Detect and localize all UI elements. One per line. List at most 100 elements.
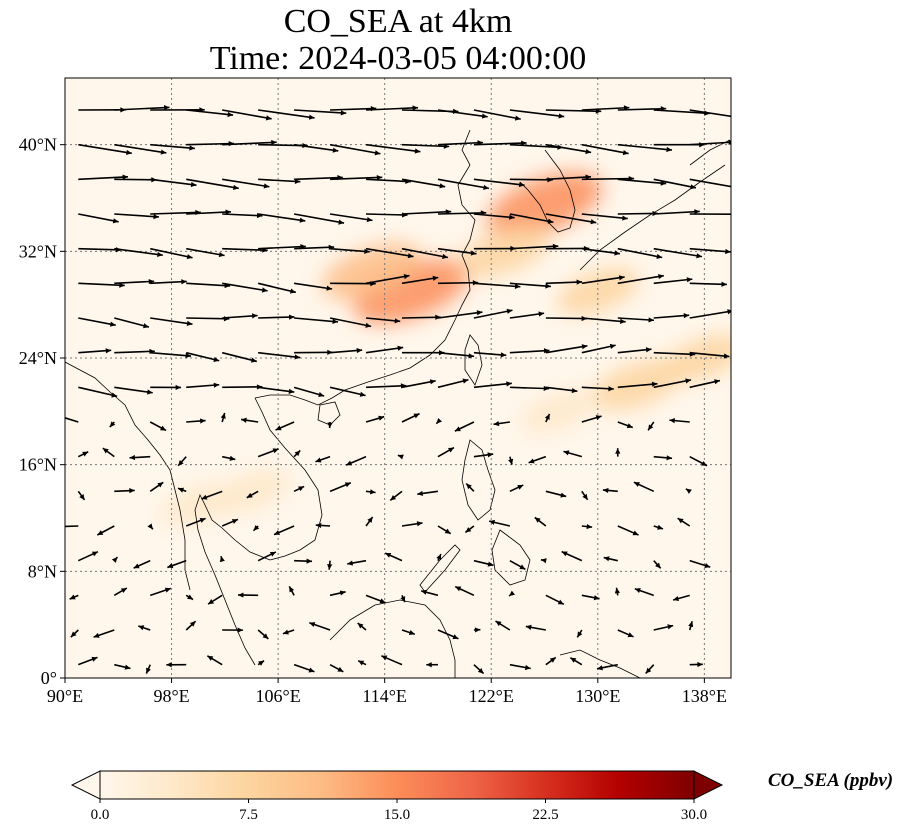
wind-vector-shaft bbox=[114, 213, 159, 218]
wind-vector-shaft bbox=[617, 212, 658, 215]
wind-vector-shaft bbox=[437, 178, 490, 190]
wind-vector-shaft bbox=[65, 525, 79, 528]
wind-vector bbox=[581, 275, 625, 285]
wind-vector bbox=[672, 594, 690, 602]
wind-vector bbox=[581, 317, 626, 324]
wind-vector-head bbox=[326, 285, 333, 291]
wind-vector-shaft bbox=[78, 143, 132, 155]
wind-vector bbox=[309, 621, 331, 631]
wind-vector bbox=[246, 490, 259, 499]
wind-vector bbox=[509, 663, 531, 671]
co-plume-0 bbox=[486, 172, 603, 238]
wind-vector bbox=[329, 386, 366, 397]
wind-vector-head bbox=[514, 283, 521, 289]
wind-vector-head bbox=[70, 631, 77, 638]
wind-vector-head bbox=[622, 150, 629, 156]
wind-vector-head bbox=[465, 527, 472, 533]
wind-vector-head bbox=[358, 660, 365, 666]
wind-vector-shaft bbox=[653, 178, 697, 189]
wind-vector-shaft bbox=[186, 178, 239, 190]
wind-vector bbox=[653, 313, 690, 319]
wind-vector-head bbox=[175, 384, 182, 391]
wind-vector bbox=[509, 109, 565, 119]
wind-vector bbox=[149, 587, 172, 597]
wind-vector bbox=[436, 553, 442, 561]
wind-vector bbox=[401, 178, 446, 189]
wind-vector-head bbox=[381, 655, 388, 661]
wind-vector-head bbox=[251, 313, 258, 319]
wind-vector-head bbox=[632, 530, 639, 536]
wind-vector-head bbox=[561, 551, 568, 557]
co-plumes bbox=[161, 172, 731, 526]
wind-vector bbox=[258, 178, 301, 185]
wind-vector bbox=[186, 351, 220, 362]
wind-vector-head bbox=[294, 450, 301, 457]
wind-vector-head bbox=[232, 184, 239, 191]
wind-vector-head bbox=[288, 314, 295, 320]
wind-vector-head bbox=[160, 425, 167, 431]
wind-vector bbox=[69, 594, 79, 600]
wind-vector-head bbox=[306, 558, 313, 564]
wind-vector bbox=[545, 490, 567, 498]
wind-vector-shaft bbox=[329, 143, 381, 155]
wind-vector-shaft bbox=[509, 349, 550, 354]
wind-vector bbox=[220, 412, 226, 423]
wind-vector bbox=[688, 621, 694, 631]
wind-vector-head bbox=[126, 149, 132, 156]
wind-vector-shaft bbox=[617, 382, 658, 389]
wind-vector bbox=[420, 589, 439, 597]
wind-vector-head bbox=[436, 417, 442, 424]
gridlines bbox=[65, 78, 731, 678]
wind-vector-head bbox=[474, 627, 481, 633]
wind-vector bbox=[138, 625, 151, 631]
wind-vector-shaft bbox=[114, 280, 155, 285]
wind-vector bbox=[473, 308, 513, 319]
wind-vector bbox=[186, 247, 225, 258]
wind-vector bbox=[669, 418, 690, 424]
wind-vector-shaft bbox=[150, 317, 193, 325]
wind-vector-head bbox=[250, 357, 257, 363]
wind-vector-head bbox=[590, 219, 597, 225]
wind-vector-head bbox=[697, 661, 703, 668]
wind-vector-head bbox=[109, 321, 116, 327]
colorbar-tick-label: 7.5 bbox=[239, 807, 258, 823]
wind-vector bbox=[293, 663, 315, 673]
wind-vector-head bbox=[213, 382, 220, 388]
wind-vector-head bbox=[489, 519, 495, 525]
wind-vector bbox=[473, 213, 515, 220]
wind-vector-head bbox=[500, 352, 507, 358]
wind-vector bbox=[508, 456, 514, 465]
wind-vector bbox=[114, 143, 167, 155]
y-tick-label: 16°N bbox=[19, 455, 57, 475]
wind-vector bbox=[473, 282, 521, 289]
wind-vector-head bbox=[105, 348, 112, 354]
wind-vector-head bbox=[696, 253, 702, 259]
wind-vector bbox=[273, 525, 295, 536]
wind-vector bbox=[689, 213, 731, 216]
chart-title-line-1: CO_SEA at 4km bbox=[283, 3, 513, 40]
wind-vector bbox=[365, 247, 414, 259]
wind-vector bbox=[114, 247, 163, 258]
wind-vector bbox=[327, 560, 333, 570]
wind-vector-shaft bbox=[581, 247, 621, 255]
wind-vector-shaft bbox=[689, 109, 731, 118]
wind-vector-head bbox=[309, 622, 316, 627]
wind-vector-shaft bbox=[186, 317, 230, 320]
wind-vector-head bbox=[429, 379, 436, 385]
wind-vector-head bbox=[648, 424, 654, 431]
wind-vector-head bbox=[447, 447, 454, 453]
wind-vector-head bbox=[365, 322, 372, 328]
wind-vector-head bbox=[560, 492, 567, 498]
wind-vector-head bbox=[483, 184, 489, 190]
coastline-korea bbox=[519, 149, 576, 233]
wind-vector-head bbox=[585, 148, 592, 155]
wind-vector bbox=[357, 622, 367, 631]
wind-vector bbox=[617, 525, 639, 536]
wind-vector bbox=[464, 525, 475, 534]
wind-vector-shaft bbox=[509, 109, 565, 118]
wind-vector-shaft bbox=[366, 213, 408, 216]
wind-vector-shaft bbox=[222, 314, 258, 319]
wind-vector-shaft bbox=[617, 143, 673, 151]
wind-vector-head bbox=[452, 634, 459, 640]
wind-vector-shaft bbox=[221, 351, 258, 363]
